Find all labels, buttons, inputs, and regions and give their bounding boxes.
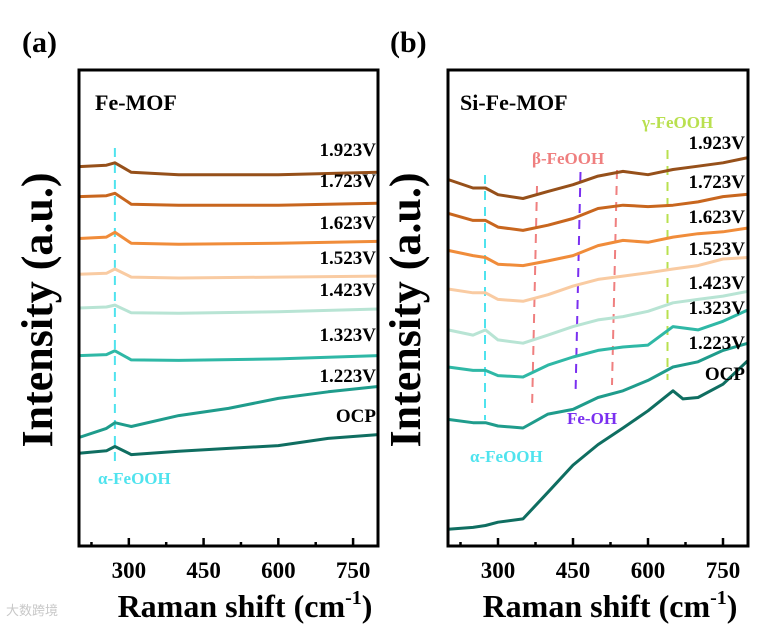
series-label: 1.523V <box>689 239 746 260</box>
panel-label: (a) <box>22 26 57 59</box>
series-label: 1.923V <box>689 133 746 154</box>
series-label: OCP <box>705 364 746 385</box>
series-line-OCP <box>78 433 379 457</box>
series-line-OCP <box>447 359 750 531</box>
series-label: 1.723V <box>689 172 746 193</box>
x-tick-label: 750 <box>336 558 371 583</box>
series-line-1.623V <box>78 230 379 246</box>
x-tick-label: 600 <box>631 558 666 583</box>
x-tick-label: 300 <box>481 558 516 583</box>
series-label: 1.623V <box>320 213 377 234</box>
x-tick-label: 750 <box>706 558 741 583</box>
panel-title: Fe-MOF <box>95 90 177 115</box>
series-label: 1.723V <box>320 171 377 192</box>
y-axis-label: Intensity (a.u.) <box>381 172 430 447</box>
x-axis-label: Raman shift (cm-1) <box>118 587 373 624</box>
x-tick-label: 450 <box>556 558 591 583</box>
series-label: 1.423V <box>689 273 746 294</box>
series-label: 1.423V <box>320 280 377 301</box>
panel-b: (b) Si-Fe-MOF 1.923V 1.723V 1.623V 1.523V 1.42… <box>381 26 750 624</box>
x-axis-label: Raman shift (cm-1) <box>483 587 738 624</box>
series-line-1.723V <box>78 191 379 207</box>
peak-annotation: β-FeOOH <box>532 149 604 168</box>
x-axis-label-main: Raman shift (cm <box>118 588 346 624</box>
x-axis-label-superscript: -1 <box>710 587 727 609</box>
x-axis-label-end: ) <box>362 588 373 624</box>
series-line-1.923V <box>447 156 749 200</box>
series-label: 1.523V <box>320 248 377 269</box>
peak-annotation: α-FeOOH <box>470 447 543 466</box>
plot-frame <box>446 68 750 548</box>
x-tick-label: 300 <box>112 558 147 583</box>
plot-frame <box>77 68 380 548</box>
peak-annotation: α-FeOOH <box>98 469 171 488</box>
watermark: 大数跨境 <box>6 604 59 619</box>
series-label: 1.223V <box>320 366 377 387</box>
panel-label: (b) <box>390 26 427 59</box>
x-tick-label: 600 <box>261 558 296 583</box>
series-label: 1.623V <box>689 207 746 228</box>
series-line-1.423V <box>447 289 749 345</box>
series-line-1.223V <box>447 341 749 430</box>
x-tick-label: 450 <box>186 558 221 583</box>
series-line-1.923V <box>78 161 379 177</box>
series-line-1.323V <box>78 349 379 362</box>
y-axis-label: Intensity (a.u.) <box>13 172 62 447</box>
peak-marker-line <box>574 171 582 396</box>
series-line-1.223V <box>78 385 379 439</box>
series-line-1.623V <box>447 226 749 268</box>
series-label: 1.323V <box>689 298 746 319</box>
series-line-1.523V <box>447 256 749 303</box>
series-label: 1.923V <box>320 140 377 161</box>
series-label: 1.223V <box>689 333 746 354</box>
peak-annotation: γ-FeOOH <box>641 113 713 132</box>
series-line-1.523V <box>78 267 379 280</box>
peak-annotation: Fe-OH <box>567 409 617 428</box>
panel-a: (a) Fe-MOF 1.923V 1.723V 1.623V 1.523V 1.423V 1… <box>13 26 380 624</box>
x-axis-label-superscript: -1 <box>345 587 362 609</box>
x-axis-label-main: Raman shift (cm <box>483 588 711 624</box>
series-label: 1.323V <box>320 325 377 346</box>
series-line-1.723V <box>447 192 749 232</box>
x-axis-label-end: ) <box>727 588 738 624</box>
series-label: OCP <box>336 406 377 427</box>
series-line-1.423V <box>78 303 379 315</box>
panel-title: Si-Fe-MOF <box>460 90 568 115</box>
series-line-1.323V <box>447 308 749 379</box>
